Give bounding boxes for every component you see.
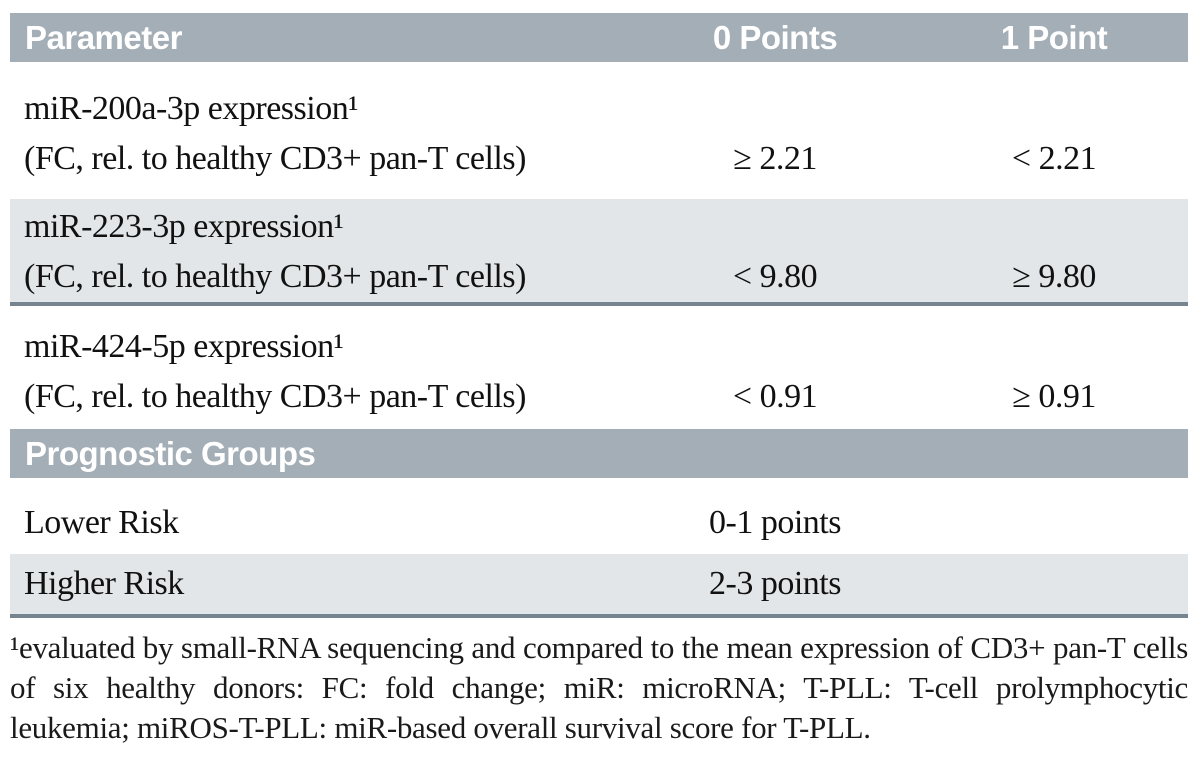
table-header-band: Parameter 0 Points 1 Point — [10, 13, 1188, 62]
zero-points-value: < 9.80 — [732, 258, 818, 295]
parameter-cell: miR-223-3p expression¹ (FC, rel. to heal… — [10, 202, 630, 302]
parameter-subtitle: (FC, rel. to healthy CD3+ pan-T cells) — [24, 140, 526, 177]
spacer — [920, 504, 1188, 542]
parameter-subtitle: (FC, rel. to healthy CD3+ pan-T cells) — [24, 378, 526, 415]
group-points: 2-3 points — [709, 565, 841, 602]
group-points: 0-1 points — [709, 504, 841, 541]
parameter-name: miR-424-5p expression¹ — [24, 328, 344, 365]
one-point-value: < 2.21 — [1011, 140, 1097, 177]
header-parameter: Parameter — [25, 18, 182, 56]
scoring-table: Parameter 0 Points 1 Point miR-200a-3p e… — [10, 13, 1188, 618]
zero-points-value: < 0.91 — [732, 378, 818, 415]
spacer — [920, 565, 1188, 603]
parameter-name: miR-223-3p expression¹ — [24, 208, 344, 245]
group-label: Higher Risk — [24, 565, 184, 602]
header-zero-points: 0 Points — [712, 18, 838, 56]
parameter-row-mir-200a-3p: miR-200a-3p expression¹ (FC, rel. to hea… — [10, 62, 1188, 199]
zero-points-value: ≥ 2.21 — [733, 140, 817, 177]
parameter-cell: miR-424-5p expression¹ (FC, rel. to heal… — [10, 322, 630, 422]
parameter-subtitle: (FC, rel. to healthy CD3+ pan-T cells) — [24, 258, 526, 295]
prognostic-groups-title: Prognostic Groups — [25, 434, 316, 472]
table-footnote: ¹evaluated by small-RNA sequencing and c… — [10, 630, 1188, 745]
one-point-value: ≥ 9.80 — [1012, 258, 1096, 295]
group-row-lower-risk: Lower Risk 0-1 points — [10, 478, 1188, 554]
prognostic-groups-band: Prognostic Groups — [10, 429, 1188, 478]
group-row-higher-risk: Higher Risk 2-3 points — [10, 554, 1188, 618]
parameter-row-mir-223-3p: miR-223-3p expression¹ (FC, rel. to heal… — [10, 199, 1188, 306]
header-one-point: 1 Point — [1000, 18, 1108, 56]
parameter-row-mir-424-5p: miR-424-5p expression¹ (FC, rel. to heal… — [10, 306, 1188, 429]
one-point-value: ≥ 0.91 — [1012, 378, 1096, 415]
parameter-name: miR-200a-3p expression¹ — [24, 90, 358, 127]
group-label: Lower Risk — [24, 504, 179, 541]
parameter-cell: miR-200a-3p expression¹ (FC, rel. to hea… — [10, 84, 630, 184]
